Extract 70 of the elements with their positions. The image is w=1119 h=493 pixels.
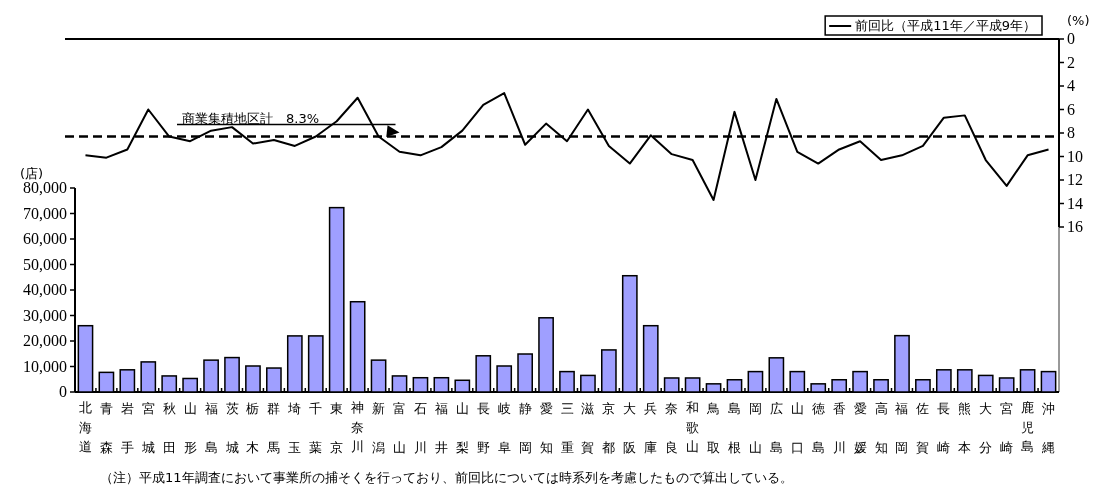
- x-tick-label: 鹿児島: [1020, 399, 1035, 457]
- category-label: 福井: [434, 400, 448, 455]
- category-label: 京都: [602, 400, 616, 455]
- category-label: 千葉: [309, 400, 323, 455]
- category-label: 栃木: [246, 400, 260, 455]
- y-tick-label: 30,000: [23, 306, 67, 324]
- y-axis-title: (店): [20, 166, 44, 181]
- y-tick-label: 2: [1067, 53, 1075, 71]
- category-label: 徳島: [811, 400, 825, 455]
- category-label: 鳥取: [707, 400, 721, 455]
- category-label: 大阪: [623, 400, 637, 455]
- y-tick-label: 12: [1067, 171, 1083, 188]
- category-label: 広島: [769, 400, 783, 455]
- y-tick-label: 40,000: [23, 281, 67, 298]
- y-tick-label: 0: [59, 383, 67, 400]
- x-tick-label: 和歌山: [685, 399, 700, 457]
- category-label: 香川: [832, 400, 846, 455]
- category-label: 石川: [413, 400, 427, 455]
- category-label: 福島: [204, 400, 218, 455]
- category-label: 山梨: [455, 400, 469, 455]
- category-label: 三重: [560, 400, 574, 455]
- category-label: 山形: [183, 400, 197, 455]
- category-label: 群馬: [267, 400, 281, 455]
- ref-line-label: 商業集積地区計 8.3%: [182, 110, 320, 126]
- y-tick-label: 60,000: [23, 230, 67, 247]
- category-label: 沖縄: [1042, 400, 1056, 455]
- category-label: 茨城: [225, 400, 239, 455]
- category-label: 宮城: [141, 400, 155, 455]
- category-label: 兵庫: [644, 400, 658, 455]
- category-label: 岡山: [748, 400, 762, 455]
- y-tick-label: 16: [1067, 218, 1083, 235]
- category-label: 長崎: [937, 400, 951, 455]
- category-label: 宮崎: [1000, 400, 1014, 455]
- category-label: 岩手: [120, 400, 134, 455]
- y-tick-label: 6: [1067, 100, 1075, 118]
- y-tick-label: 70,000: [23, 204, 67, 222]
- category-label: 大分: [979, 400, 993, 455]
- y-axis-title: (%): [1067, 13, 1090, 28]
- category-label: 長野: [476, 400, 490, 455]
- x-tick-label: 北海道: [78, 399, 93, 457]
- category-label: 愛知: [539, 400, 553, 455]
- category-label: 新潟: [372, 400, 386, 455]
- category-label: 山口: [790, 400, 804, 455]
- y-tick-label: 80,000: [23, 179, 67, 196]
- category-label: 秋田: [162, 400, 176, 455]
- y-tick-label: 4: [1067, 77, 1075, 94]
- category-label: 静岡: [518, 400, 532, 455]
- category-label: 東京: [330, 400, 344, 455]
- y-tick-label: 10,000: [23, 357, 67, 375]
- y-tick-label: 8: [1067, 124, 1075, 141]
- y-tick-label: 10: [1067, 147, 1083, 165]
- y-tick-label: 20,000: [23, 332, 67, 349]
- category-label: 佐賀: [916, 400, 930, 455]
- text: （注）平成11年調査において事業所の捕そくを行っており、前回比については時系列を考慮したもので算出している。: [100, 470, 793, 485]
- category-label: 滋賀: [581, 400, 595, 455]
- category-label: 奈良: [665, 400, 679, 455]
- category-label: 愛媛: [853, 400, 867, 455]
- category-label: 高知: [874, 400, 888, 455]
- y-tick-label: 14: [1067, 194, 1083, 212]
- x-tick-label: 神奈川: [350, 399, 365, 457]
- category-label: 島根: [727, 400, 741, 455]
- category-label: 福岡: [895, 400, 909, 455]
- category-label: 青森: [99, 400, 113, 455]
- y-tick-label: 50,000: [23, 255, 67, 273]
- category-label: 埼玉: [288, 400, 302, 455]
- category-label: 岐阜: [497, 400, 511, 455]
- legend-label: 前回比（平成11年／平成9年）: [855, 18, 1036, 33]
- category-label: 熊本: [958, 400, 972, 455]
- category-label: 富山: [393, 400, 406, 455]
- y-tick-label: 0: [1067, 30, 1075, 47]
